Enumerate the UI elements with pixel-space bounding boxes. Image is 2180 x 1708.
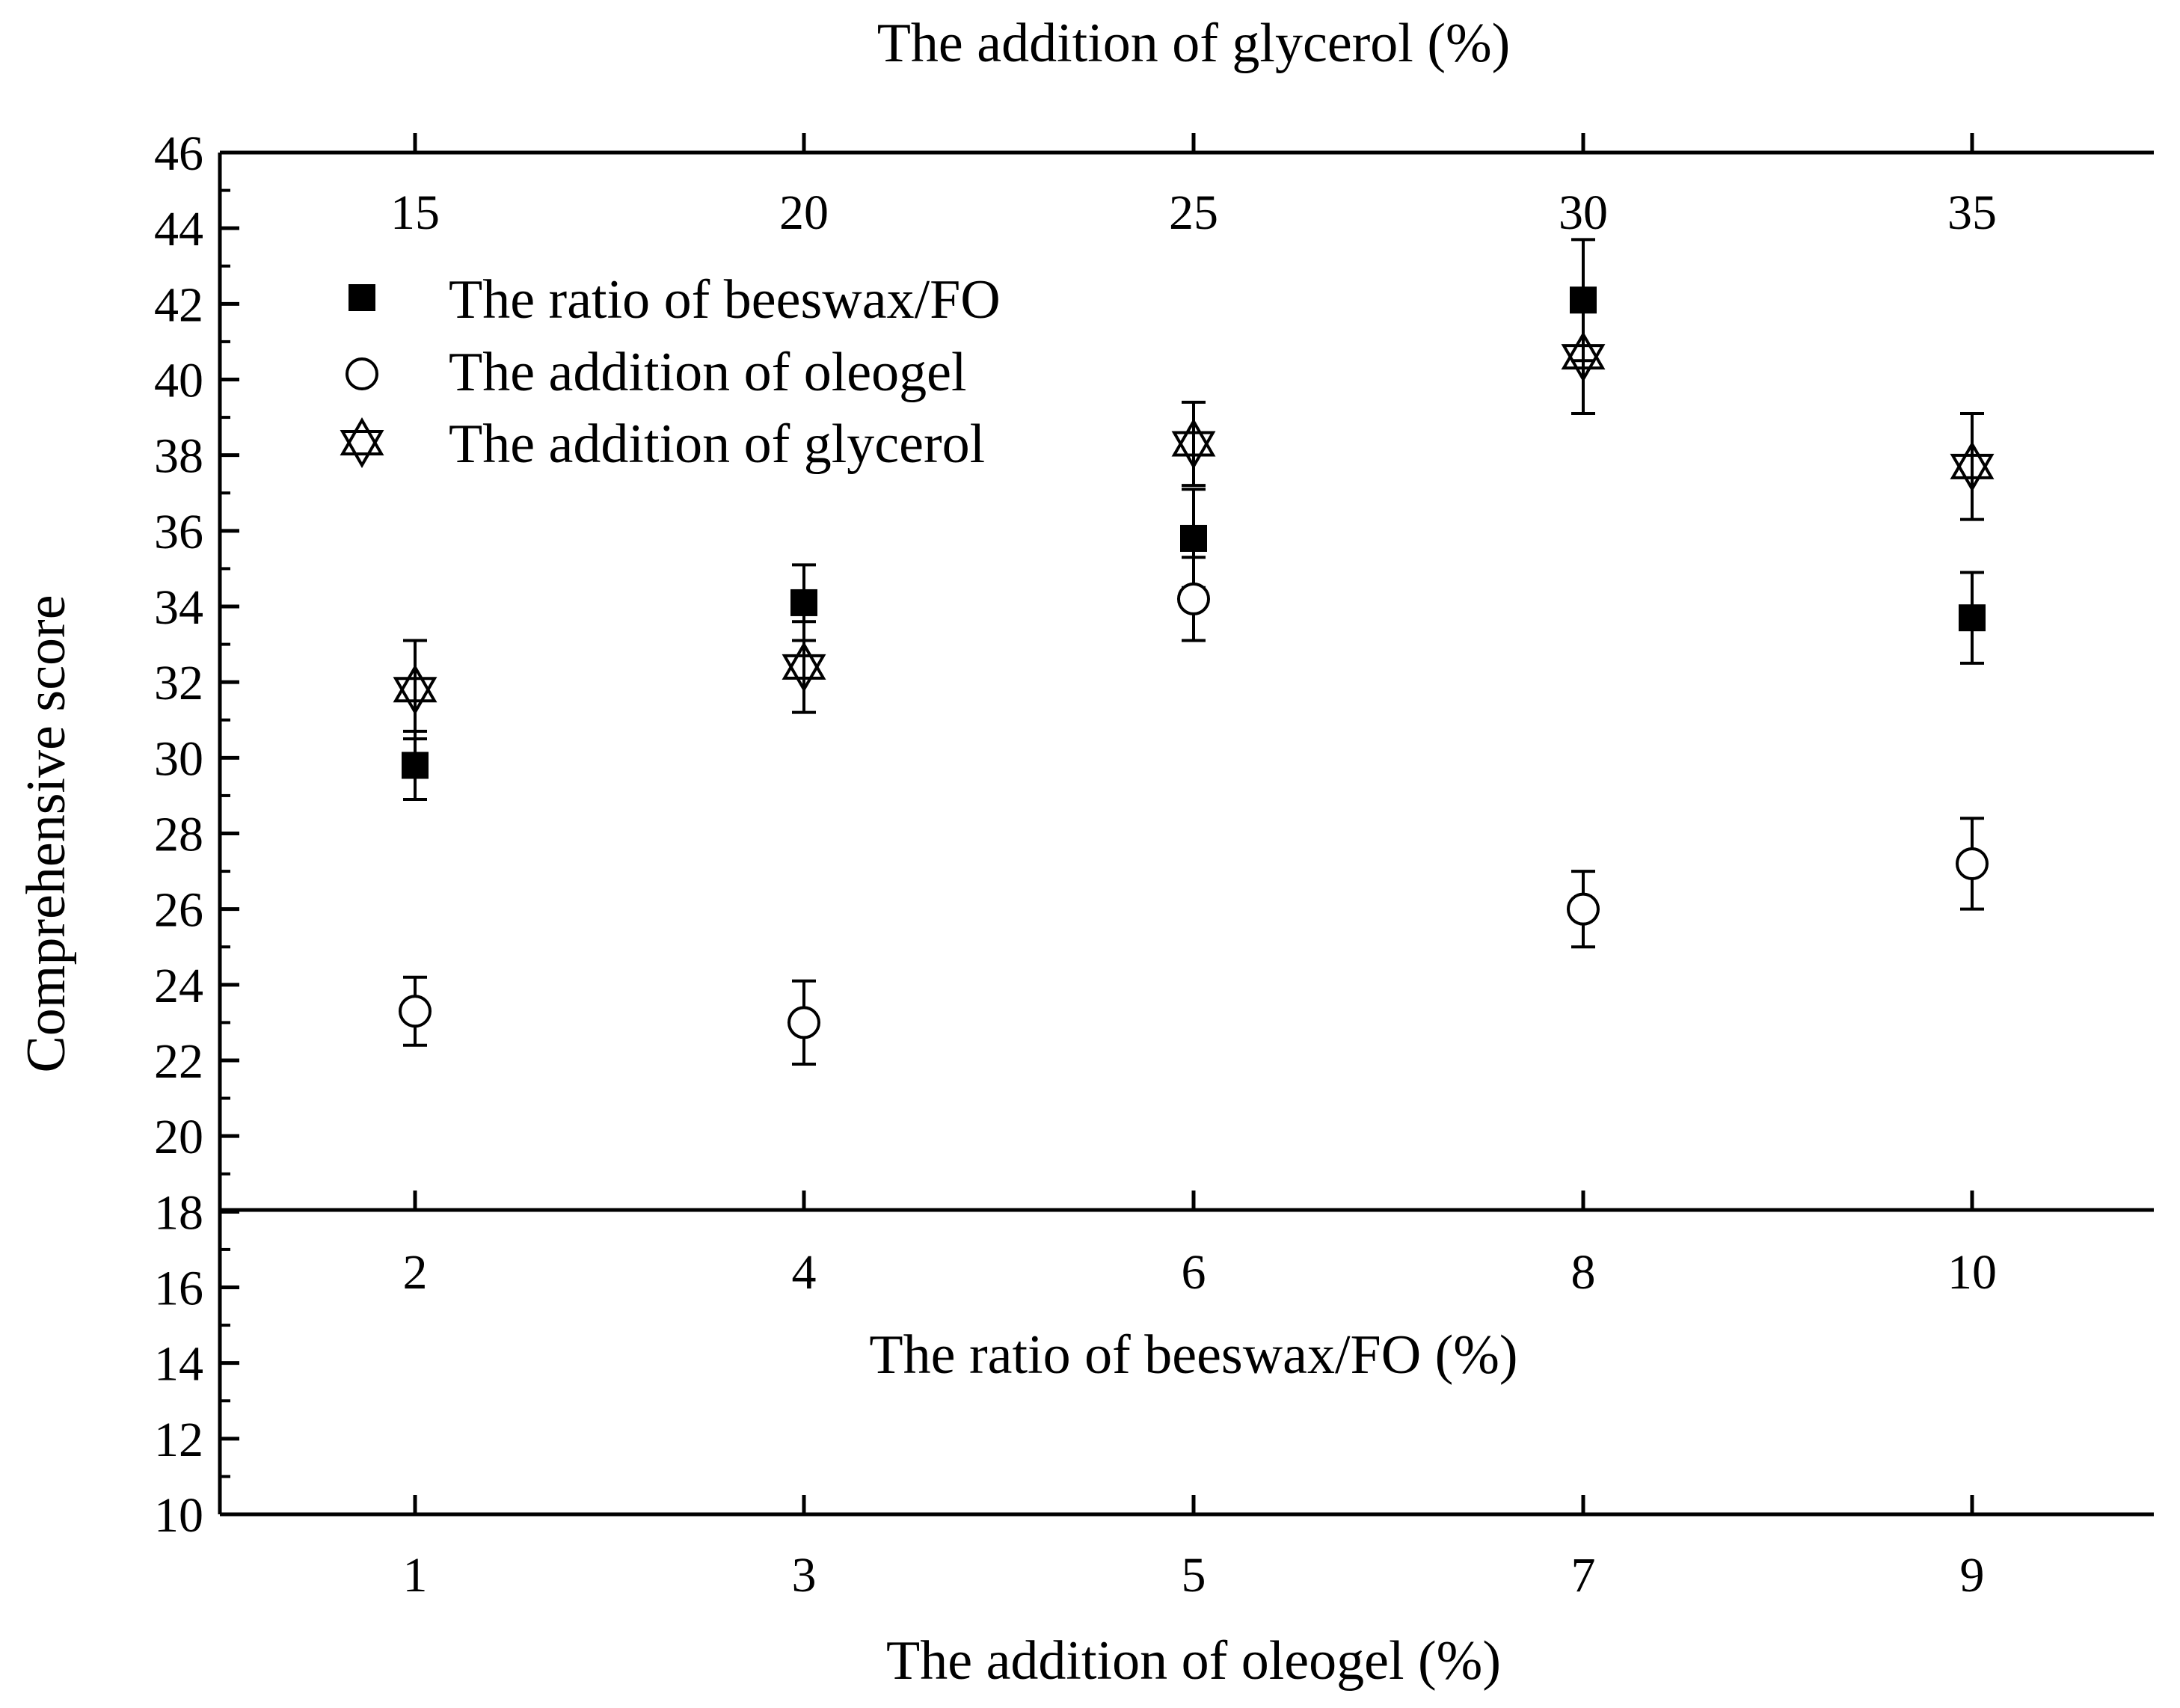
legend-label-glycerol: The addition of glycerol xyxy=(449,414,985,475)
y-tick-label: 20 xyxy=(154,1110,203,1164)
top-x-tick-label: 15 xyxy=(390,185,440,240)
star-triangle-down xyxy=(1171,431,1216,470)
data-marks xyxy=(393,238,1995,1066)
legend-label-oleogel: The addition of oleogel xyxy=(449,342,967,403)
bottom-x-tick-label: 9 xyxy=(1960,1548,1985,1603)
legend-item-beeswax: The ratio of beeswax/FO xyxy=(349,269,1001,331)
star-triangle-up xyxy=(1561,331,1606,370)
y-tick-label: 46 xyxy=(154,126,203,181)
y-ticks: 10 12 14 16 18 20 22 24 26 28 30 32 34 36 38 40 42 44 46 xyxy=(154,126,239,1543)
top-x-tick-label: 20 xyxy=(779,185,829,240)
star-triangle-down xyxy=(1561,344,1606,383)
legend-item-oleogel: The addition of oleogel xyxy=(346,342,967,403)
filled-square-marker xyxy=(402,752,429,779)
oleogel-point xyxy=(787,979,820,1066)
legend-open-circle-marker xyxy=(346,357,378,390)
star-triangle-up xyxy=(393,664,437,703)
y-tick-label: 42 xyxy=(154,277,203,332)
star-triangle-up xyxy=(1950,440,1995,479)
star-marker xyxy=(1950,440,1995,492)
top-x-tick-label: 30 xyxy=(1559,185,1608,240)
y-tick-label: 24 xyxy=(154,959,203,1013)
star-triangle-down xyxy=(393,677,437,716)
bottom-x-tick-label: 5 xyxy=(1182,1548,1206,1603)
star-marker xyxy=(393,664,437,716)
glycerol-point xyxy=(1171,400,1216,488)
star-marker xyxy=(782,641,826,692)
bottom-x-tick-label: 1 xyxy=(403,1548,428,1603)
oleogel-point xyxy=(399,975,432,1047)
y-tick-label: 36 xyxy=(154,505,203,559)
y-tick-label: 38 xyxy=(154,429,203,484)
open-circle-marker xyxy=(399,995,432,1028)
star-marker xyxy=(1171,418,1216,470)
top-x-tick-label: 25 xyxy=(1169,185,1218,240)
middle-x-tick-label: 10 xyxy=(1947,1245,1997,1300)
y-tick-label: 10 xyxy=(154,1488,203,1543)
y-tick-label: 44 xyxy=(154,202,203,256)
y-tick-label: 30 xyxy=(154,731,203,786)
middle-x-tick-label: 2 xyxy=(403,1245,428,1300)
top-x-axis-title: The addition of glycerol (%) xyxy=(877,13,1511,74)
top-x-tick-label: 35 xyxy=(1947,185,1997,240)
y-tick-label: 14 xyxy=(154,1337,203,1392)
y-tick-label: 26 xyxy=(154,883,203,938)
glycerol-point xyxy=(782,620,826,714)
y-tick-label: 18 xyxy=(154,1185,203,1240)
x-ticks: 15 20 25 30 352 4 6 8 101 3 5 7 9 xyxy=(390,133,1997,1603)
bottom-x-axis-title: The addition of oleogel (%) xyxy=(886,1630,1501,1692)
y-tick-label: 28 xyxy=(154,808,203,862)
star-triangle-up xyxy=(782,641,826,680)
open-circle-marker xyxy=(787,1006,820,1039)
open-circle-marker xyxy=(1567,892,1600,926)
open-circle-marker xyxy=(1956,847,1989,880)
filled-square-marker xyxy=(1959,604,1986,632)
legend-item-glycerol: The addition of glycerol xyxy=(340,414,985,475)
beeswax-point xyxy=(1959,571,1986,665)
middle-x-tick-label: 8 xyxy=(1571,1245,1596,1300)
oleogel-point xyxy=(1177,556,1210,642)
bottom-x-tick-label: 3 xyxy=(792,1548,817,1603)
star-marker xyxy=(1561,331,1606,383)
open-circle-marker xyxy=(1177,582,1210,615)
y-tick-label: 40 xyxy=(154,354,203,408)
y-tick-label: 34 xyxy=(154,580,203,635)
glycerol-point xyxy=(1950,412,1995,521)
star-triangle-up xyxy=(1171,418,1216,457)
glycerol-point xyxy=(393,639,437,741)
middle-x-tick-label: 4 xyxy=(792,1245,817,1300)
oleogel-point xyxy=(1956,817,1989,911)
legend: The ratio of beeswax/FO The addition of … xyxy=(340,269,1001,475)
beeswax-point xyxy=(402,729,429,801)
y-tick-label: 12 xyxy=(154,1413,203,1467)
bottom-x-tick-label: 7 xyxy=(1571,1548,1596,1603)
star-triangle-down xyxy=(782,654,826,692)
middle-x-tick-label: 6 xyxy=(1182,1245,1206,1300)
filled-square-marker xyxy=(790,589,817,616)
legend-filled-square-marker xyxy=(349,284,375,311)
filled-square-marker xyxy=(1180,524,1207,552)
legend-label-beeswax: The ratio of beeswax/FO xyxy=(449,269,1001,331)
star-triangle-down xyxy=(1950,453,1995,492)
middle-x-axis-title: The ratio of beeswax/FO (%) xyxy=(869,1324,1517,1386)
y-axis-title: Comprehensive score xyxy=(16,595,77,1072)
legend-star-marker xyxy=(340,417,384,468)
oleogel-point xyxy=(1567,870,1600,949)
y-tick-label: 22 xyxy=(154,1034,203,1089)
y-tick-label: 32 xyxy=(154,656,203,710)
glycerol-point xyxy=(1561,298,1606,416)
y-tick-label: 16 xyxy=(154,1262,203,1316)
